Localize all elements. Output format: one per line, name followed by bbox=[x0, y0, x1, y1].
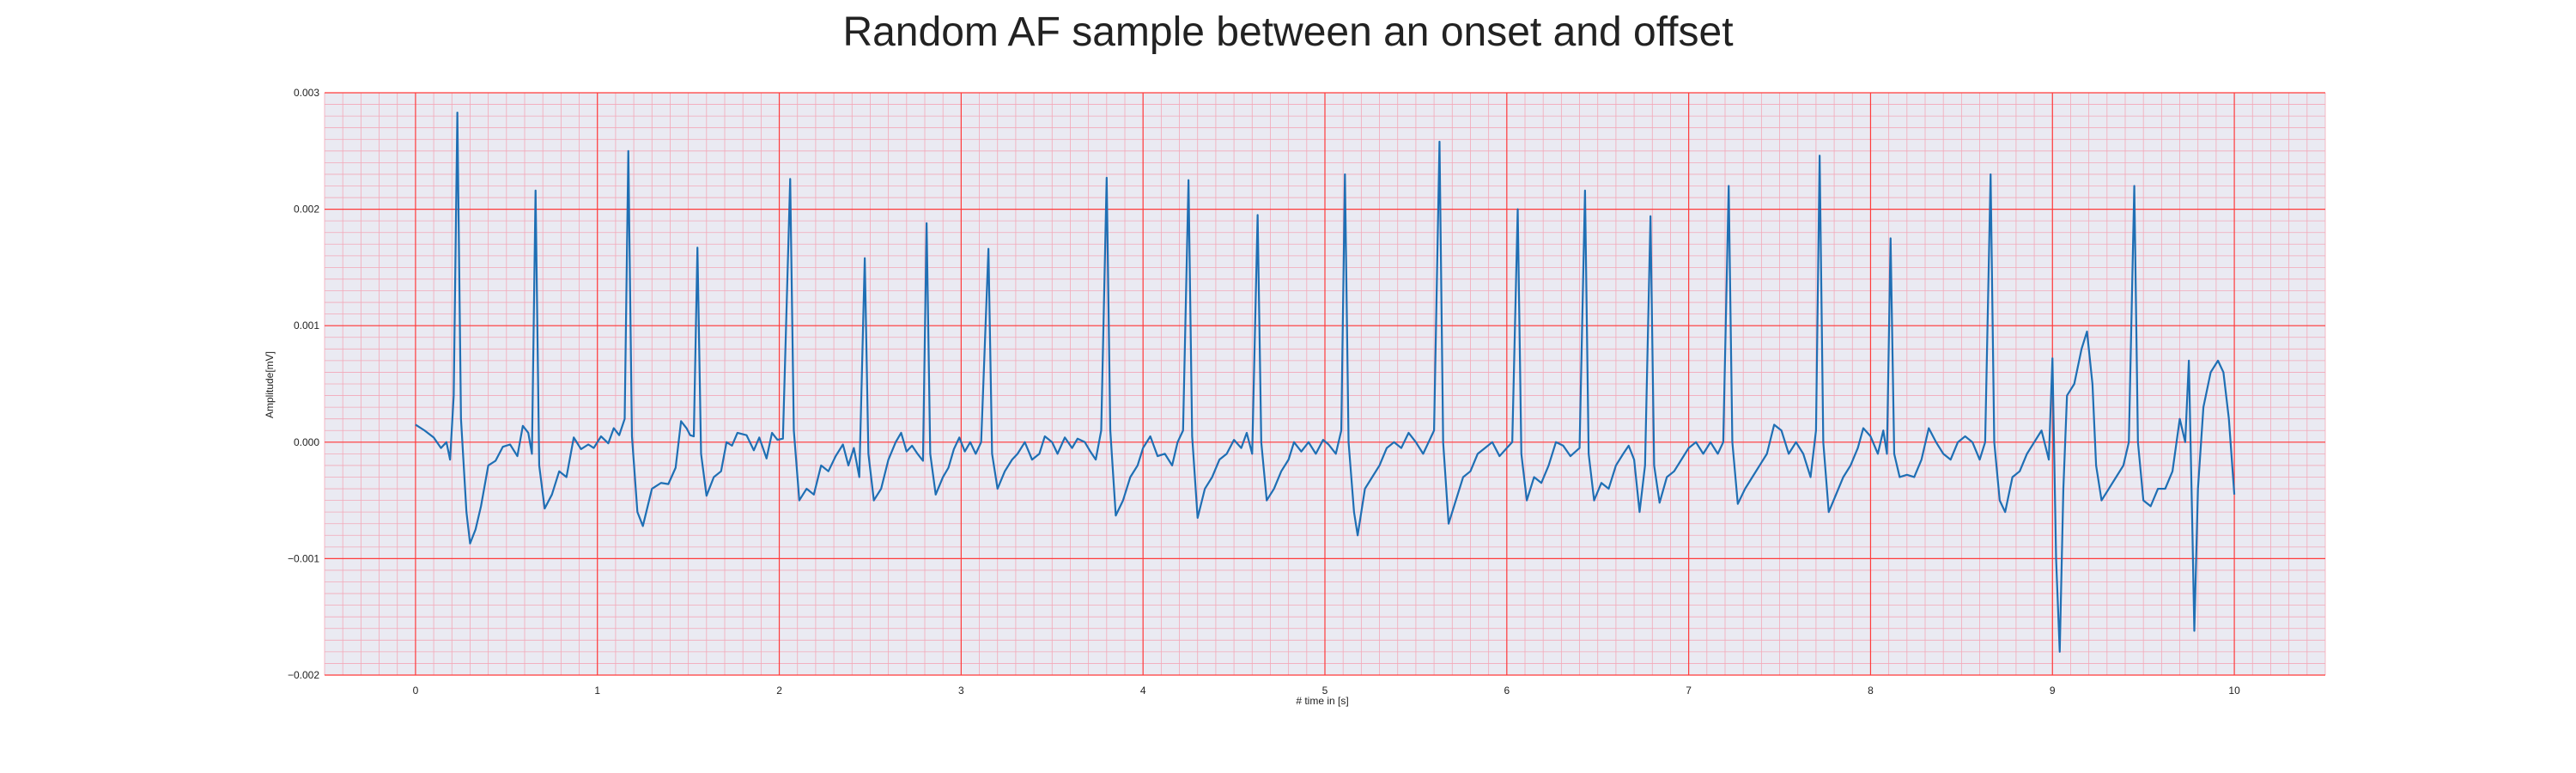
x-tick-label: 1 bbox=[594, 685, 600, 697]
ecg-signal-line bbox=[415, 111, 2236, 653]
y-tick-label: 0.003 bbox=[294, 87, 319, 99]
x-tick-label: 10 bbox=[2228, 685, 2240, 697]
x-tick-label: 5 bbox=[1322, 685, 1328, 697]
tick-labels: 0 1 2 3 4 5 6 7 8 9 10 −0.002 −0.001 0.000 0.001 0.002 0… bbox=[288, 87, 2240, 697]
x-axis-label: # time in [s] bbox=[1296, 695, 1348, 707]
y-tick-label: 0.000 bbox=[294, 436, 319, 448]
x-tick-label: 6 bbox=[1504, 685, 1510, 697]
grid-layer bbox=[324, 92, 2326, 676]
y-tick-label: 0.002 bbox=[294, 204, 319, 216]
y-tick-label: 0.001 bbox=[294, 320, 319, 332]
x-tick-label: 9 bbox=[2050, 685, 2056, 697]
chart-title: Random AF sample between an onset and of… bbox=[842, 9, 1734, 55]
line-layer bbox=[415, 111, 2236, 653]
x-tick-label: 4 bbox=[1140, 685, 1146, 697]
x-tick-label: 8 bbox=[1868, 685, 1874, 697]
x-tick-label: 2 bbox=[776, 685, 782, 697]
x-tick-label: 0 bbox=[413, 685, 419, 697]
y-tick-label: −0.001 bbox=[288, 552, 319, 564]
y-axis-label: Amplitude[mV] bbox=[264, 351, 276, 418]
x-tick-label: 7 bbox=[1686, 685, 1692, 697]
x-tick-label: 3 bbox=[958, 685, 964, 697]
y-tick-label: −0.002 bbox=[288, 669, 319, 681]
